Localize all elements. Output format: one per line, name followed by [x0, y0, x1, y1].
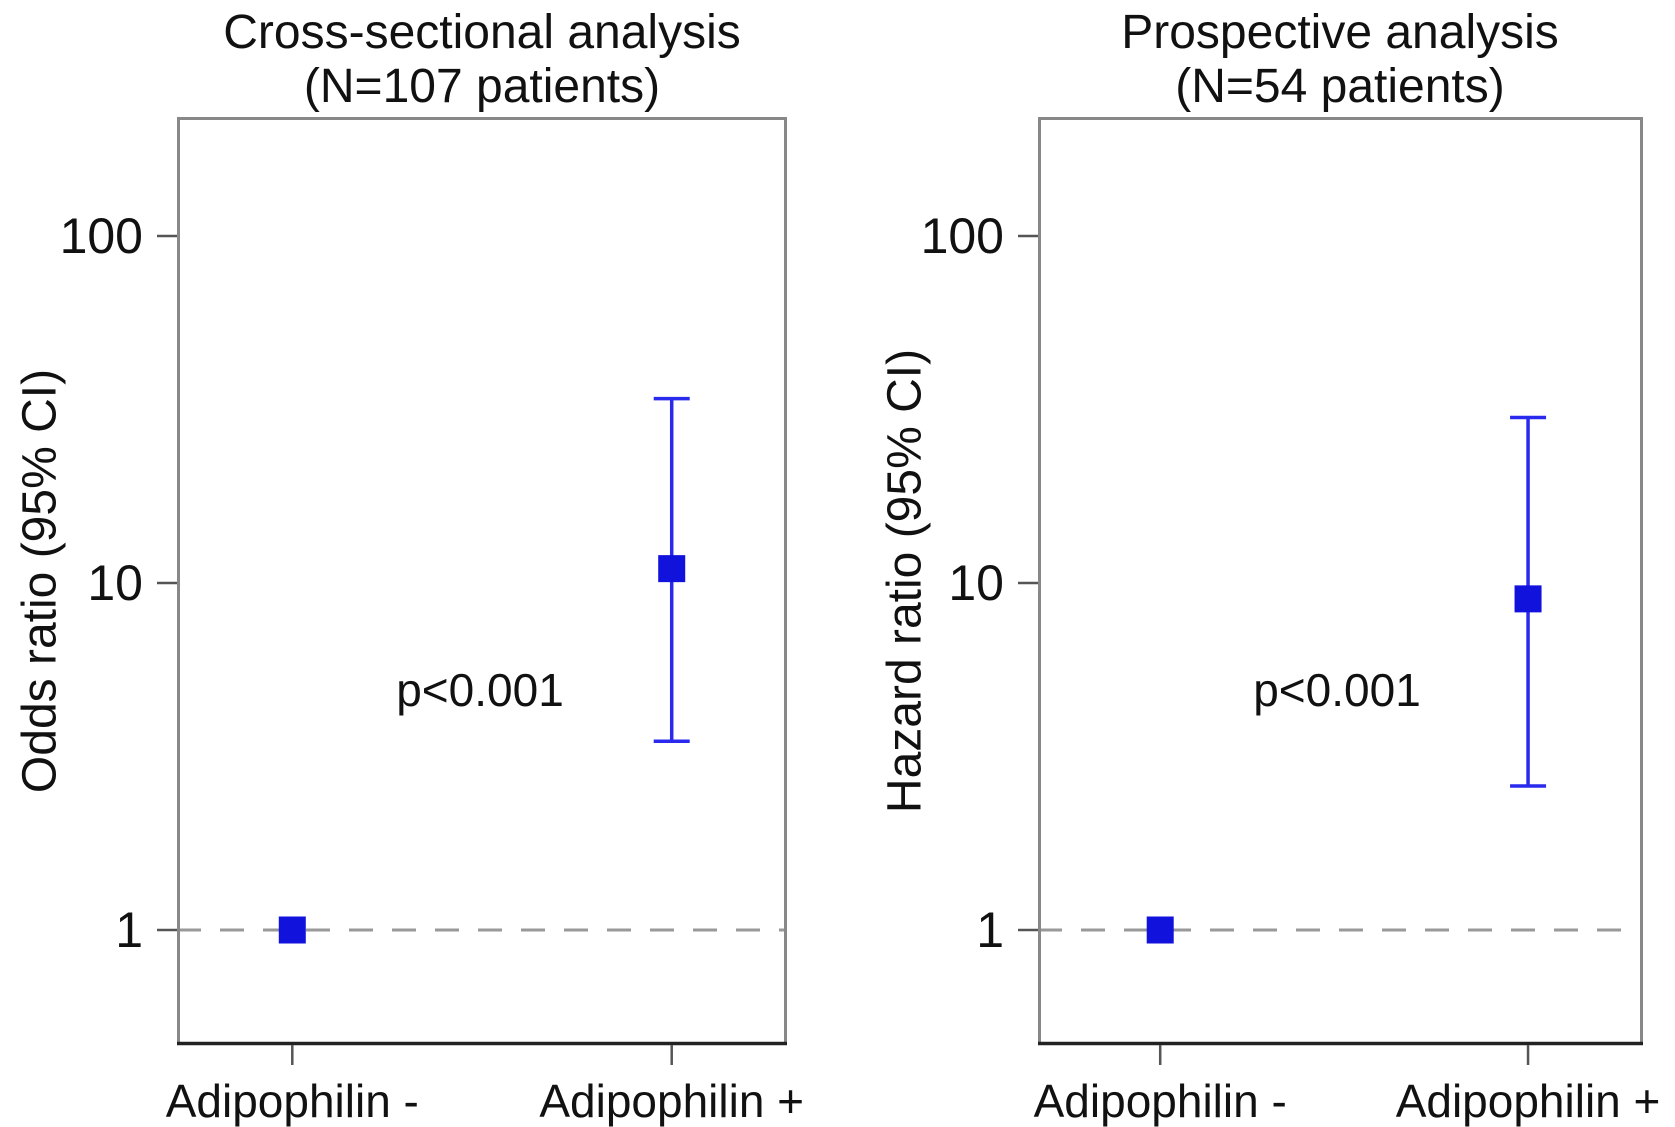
panel-2-p-value: p<0.001 — [1253, 664, 1421, 716]
marker-square — [1514, 585, 1542, 613]
panel-2-y-axis-label: Hazard ratio (95% CI) — [878, 348, 932, 814]
marker-square — [278, 916, 306, 944]
y-tick-label: 100 — [60, 208, 143, 264]
panel-2-subtitle: (N=54 patients) — [1175, 59, 1505, 113]
panel-1-y-axis-label: Odds ratio (95% CI) — [13, 368, 67, 794]
marker-square — [1146, 916, 1174, 944]
x-category-label: Adipophilin - — [166, 1075, 419, 1127]
y-tick-label: 1 — [976, 902, 1004, 958]
x-category-label: Adipophilin + — [1396, 1075, 1661, 1127]
panel-1-title: Cross-sectional analysis — [223, 6, 741, 59]
plot-border — [1038, 117, 1643, 1044]
panel-2-title: Prospective analysis — [1121, 6, 1559, 59]
panel-1-subtitle: (N=107 patients) — [303, 59, 661, 113]
y-tick-label: 100 — [921, 208, 1004, 264]
panel-1-title-block: Cross-sectional analysis (N=107 patients… — [117, 6, 847, 114]
x-category-label: Adipophilin - — [1034, 1075, 1287, 1127]
marker-square — [658, 555, 686, 583]
plot-border — [177, 117, 787, 1044]
panel-2-title-block: Prospective analysis (N=54 patients) — [975, 6, 1675, 114]
y-tick-label: 10 — [87, 555, 143, 611]
x-category-label: Adipophilin + — [539, 1075, 804, 1127]
panel-2-plot-area: 1 10 100 Adipophilin - Adipophilin + — [921, 117, 1660, 1127]
y-tick-label: 10 — [948, 555, 1004, 611]
panel-1-plot-area: 1 10 100 Adipophilin - Adipophilin + — [60, 117, 804, 1127]
panel-1-p-value: p<0.001 — [396, 664, 564, 716]
y-tick-label: 1 — [115, 902, 143, 958]
